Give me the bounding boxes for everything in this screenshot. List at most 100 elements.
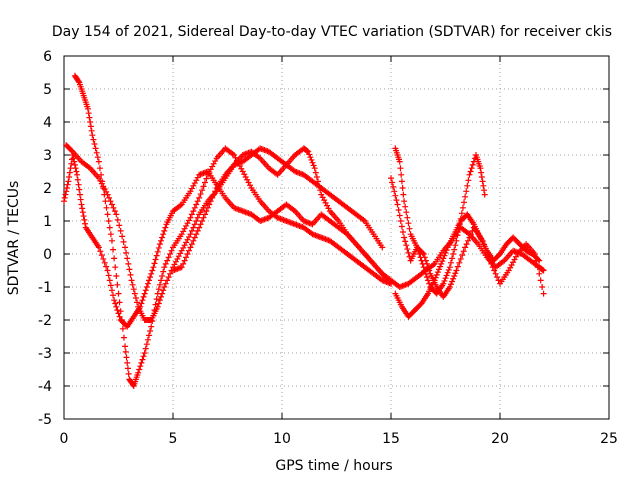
data-point <box>469 161 476 168</box>
data-point <box>159 234 166 241</box>
data-point <box>180 244 187 251</box>
data-point <box>120 334 127 341</box>
data-point <box>159 290 166 297</box>
data-point <box>191 204 198 211</box>
data-point <box>325 205 332 212</box>
data-point <box>310 162 317 169</box>
data-point <box>405 249 412 256</box>
data-point <box>212 158 219 165</box>
data-point <box>190 237 197 244</box>
x-tick-label: 5 <box>169 431 178 447</box>
data-point <box>78 201 85 208</box>
data-point <box>199 187 206 194</box>
data-point <box>165 254 172 261</box>
data-point <box>422 257 429 264</box>
data-point <box>191 221 198 228</box>
data-point <box>106 277 113 284</box>
data-point <box>128 277 135 284</box>
plot-frame <box>63 55 610 420</box>
data-point <box>123 249 130 256</box>
data-point <box>104 267 111 274</box>
data-point <box>197 191 204 198</box>
data-point <box>307 154 314 161</box>
data-point <box>74 171 81 178</box>
data-point <box>188 241 195 248</box>
y-tick-label: -1 <box>38 280 52 296</box>
data-point <box>458 210 465 217</box>
data-point <box>454 263 461 270</box>
data-point <box>188 185 195 192</box>
data-point <box>388 175 394 182</box>
data-point <box>129 281 136 288</box>
data-point <box>403 209 410 216</box>
data-point <box>397 165 404 172</box>
data-point <box>201 179 208 186</box>
data-point <box>241 171 248 178</box>
data-point <box>93 149 100 156</box>
data-point <box>200 183 207 190</box>
data-point <box>452 242 459 249</box>
data-point <box>67 165 74 172</box>
data-point <box>465 237 472 244</box>
data-point <box>535 256 542 263</box>
data-point <box>122 244 129 251</box>
data-point <box>142 345 149 352</box>
data-point <box>90 136 97 143</box>
data-point <box>466 234 473 241</box>
data-point <box>111 208 118 215</box>
data-point <box>127 271 134 278</box>
data-point <box>75 181 82 188</box>
data-point <box>155 300 162 307</box>
data-point <box>184 251 191 257</box>
data-point <box>114 307 121 314</box>
x-tick-label: 25 <box>600 431 618 447</box>
data-point <box>80 213 87 220</box>
data-point <box>81 216 88 223</box>
data-point <box>180 260 187 267</box>
data-point <box>161 284 168 290</box>
data-point <box>481 187 488 194</box>
data-point <box>111 297 118 304</box>
data-point <box>324 202 331 209</box>
data-point <box>441 252 448 259</box>
data-point <box>150 264 157 271</box>
series-track-B <box>71 72 394 389</box>
data-point <box>423 274 430 281</box>
data-point <box>478 169 485 176</box>
data-point <box>126 266 133 273</box>
data-point <box>139 297 146 304</box>
data-point <box>178 264 185 271</box>
data-point <box>188 211 195 218</box>
y-tick-label: 3 <box>43 148 52 164</box>
data-point <box>124 255 131 262</box>
data-point <box>124 359 131 366</box>
data-point <box>100 255 107 262</box>
y-axis-label: SDTVAR / TECUs <box>6 181 22 296</box>
data-point <box>467 231 474 238</box>
data-point <box>66 174 73 180</box>
data-point <box>440 255 447 262</box>
data-point <box>111 255 118 262</box>
grid <box>64 56 609 419</box>
data-point <box>120 238 127 245</box>
data-point <box>104 191 111 198</box>
data-point <box>512 253 519 260</box>
data-point <box>184 236 191 243</box>
data-point <box>420 251 427 257</box>
data-point <box>160 287 167 294</box>
data-point <box>477 165 484 172</box>
data-point <box>209 194 216 201</box>
data-point <box>435 266 442 273</box>
data-point <box>137 363 144 370</box>
data-point <box>392 192 399 199</box>
data-point <box>193 231 200 238</box>
data-point <box>141 290 148 297</box>
data-point <box>95 244 102 251</box>
data-point <box>114 281 121 288</box>
data-point <box>492 270 499 277</box>
data-point <box>196 194 203 201</box>
data-point <box>153 252 160 259</box>
series-track-C <box>63 142 386 323</box>
data-point <box>131 290 138 297</box>
data-point <box>162 224 169 231</box>
